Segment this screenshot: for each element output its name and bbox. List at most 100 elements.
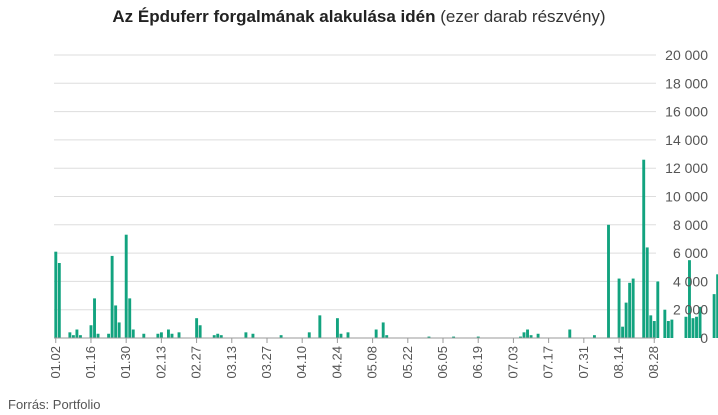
bar [89, 325, 93, 338]
bars [54, 159, 718, 339]
x-tick-label: 03.13 [224, 346, 239, 379]
y-tick-label: 4 000 [673, 273, 708, 289]
bar [96, 333, 100, 338]
bar [645, 247, 649, 338]
bar [251, 333, 255, 338]
chart-title-unit: (ezer darab részvény) [440, 7, 606, 26]
bar [156, 333, 160, 338]
bar [666, 321, 670, 338]
x-tick-label: 01.02 [48, 346, 63, 379]
bar [307, 332, 311, 338]
bar [522, 332, 526, 338]
bar [142, 333, 146, 338]
bar [244, 332, 248, 338]
y-tick-label: 16 000 [665, 104, 708, 120]
axes: 0 2 000 4 000 6 000 8 000 10 000 12 000 14 000 1… [48, 47, 708, 379]
bar [212, 335, 216, 338]
bar [346, 332, 350, 338]
y-tick-label: 0 [700, 330, 708, 346]
y-tick-label: 14 000 [665, 132, 708, 148]
bar [716, 274, 718, 338]
x-tick-label: 03.27 [259, 346, 274, 379]
x-tick-label: 05.22 [400, 346, 415, 379]
bar [167, 329, 170, 338]
x-tick-label: 08.28 [646, 346, 661, 379]
y-tick-label: 10 000 [665, 189, 708, 205]
bar [649, 315, 653, 338]
bar [663, 309, 667, 338]
bar [519, 336, 522, 338]
bar [670, 319, 674, 338]
bar [698, 306, 702, 338]
bar [177, 332, 181, 338]
x-tick-label: 02.13 [153, 346, 168, 379]
y-tick-label: 20 000 [665, 47, 708, 63]
y-tick-label: 8 000 [673, 217, 708, 233]
x-tick-label: 07.31 [576, 346, 591, 379]
bar [529, 335, 533, 338]
bar [688, 260, 691, 338]
bar [684, 316, 688, 338]
bar [107, 333, 111, 338]
bar [592, 335, 596, 338]
bar [652, 321, 656, 338]
bar [628, 282, 632, 338]
source-note: Forrás: Portfolio [8, 397, 101, 412]
y-tick-label: 12 000 [665, 160, 708, 176]
bar [617, 278, 621, 338]
x-tick-label: 07.17 [541, 346, 556, 379]
bar [526, 329, 529, 338]
y-tick-label: 2 000 [673, 302, 708, 318]
bar [624, 302, 628, 339]
x-tick-label: 02.27 [189, 346, 204, 379]
x-tick-label: 01.30 [118, 346, 133, 379]
bar [195, 318, 199, 338]
bar [642, 159, 646, 338]
chart-title: Az Épduferr forgalmának alakulása idén (… [0, 7, 718, 27]
bar [318, 315, 322, 338]
bar [57, 263, 61, 338]
y-tick-label: 18 000 [665, 75, 708, 91]
x-tick-label: 06.19 [470, 346, 485, 379]
bar [128, 298, 132, 338]
bar [71, 335, 75, 338]
bar [656, 281, 660, 338]
bar [712, 294, 716, 338]
bar [54, 251, 58, 338]
x-tick-label: 04.24 [329, 346, 344, 379]
bar [374, 329, 378, 338]
x-tick-label: 05.08 [365, 346, 380, 379]
bar [124, 234, 128, 338]
bar [114, 305, 118, 338]
bar [198, 325, 202, 338]
bar [78, 335, 82, 338]
bar [335, 318, 339, 338]
bar [452, 336, 456, 338]
bar [476, 336, 480, 338]
gridlines [54, 54, 656, 311]
x-tick-label: 04.10 [294, 346, 309, 379]
bar [381, 322, 385, 338]
bar [75, 329, 79, 338]
bar [631, 278, 635, 338]
bar [216, 333, 220, 338]
bar [159, 332, 163, 338]
x-tick-label: 06.05 [435, 346, 450, 379]
x-tick-label: 01.16 [83, 346, 98, 379]
x-tick-label: 08.14 [611, 346, 626, 379]
bar [427, 336, 431, 338]
bar [93, 298, 96, 338]
bar [339, 333, 343, 338]
bar [117, 322, 121, 338]
bar [536, 333, 540, 338]
y-tick-label: 6 000 [673, 245, 708, 261]
bar [691, 318, 695, 338]
bar [568, 329, 572, 338]
bar [279, 335, 283, 338]
bar [68, 332, 72, 338]
bar [170, 333, 174, 338]
bar [621, 326, 625, 338]
bar [607, 224, 610, 338]
bar [131, 329, 135, 338]
